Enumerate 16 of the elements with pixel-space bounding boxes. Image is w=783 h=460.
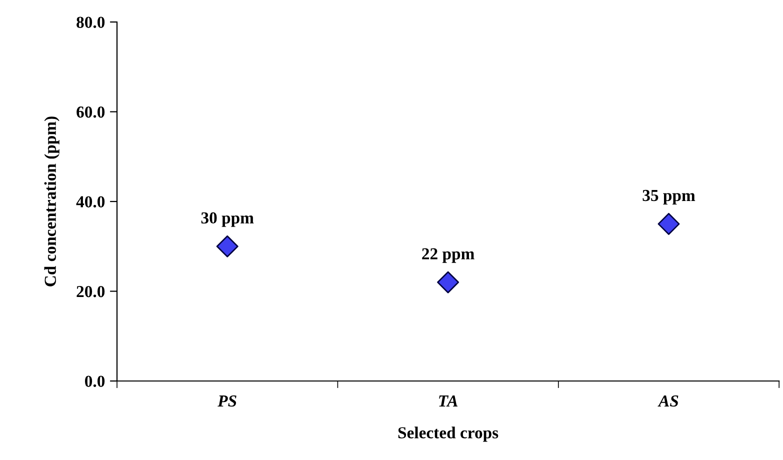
x-tick-label: TA bbox=[439, 395, 458, 406]
y-tick-label: 0.0 bbox=[84, 376, 105, 388]
x-tick-label: PS bbox=[218, 395, 236, 407]
point bbox=[216, 235, 238, 258]
data-label: 22 ppm bbox=[422, 248, 474, 263]
point bbox=[658, 212, 680, 235]
y-tick-label: 40.0 bbox=[76, 196, 105, 208]
data-label: 35 ppm bbox=[642, 190, 696, 204]
y-tick-label: 20.0 bbox=[76, 286, 105, 298]
point bbox=[437, 271, 460, 294]
data-label: 30 ppm bbox=[201, 212, 254, 227]
y-tick-label: 80.0 bbox=[76, 16, 105, 28]
x-tick-label: AS bbox=[658, 395, 678, 407]
x-axis-title: Selected crops bbox=[398, 426, 498, 442]
y-tick-label: 60.0 bbox=[76, 106, 105, 118]
y-axis-title: Cd concentration (ppm) bbox=[44, 116, 60, 286]
